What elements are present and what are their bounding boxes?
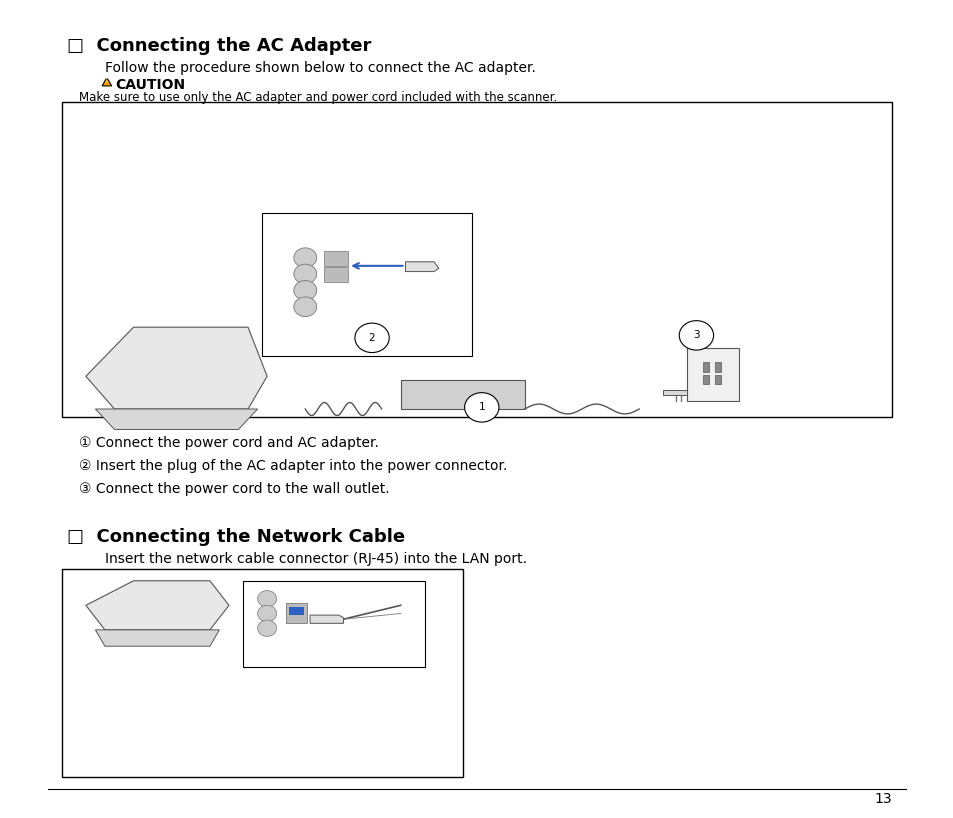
Text: Follow the procedure shown below to connect the AC adapter.: Follow the procedure shown below to conn… [105,61,536,75]
Text: □  Connecting the AC Adapter: □ Connecting the AC Adapter [67,37,371,55]
Circle shape [294,281,316,300]
Text: ① Connect the power cord and AC adapter.: ① Connect the power cord and AC adapter. [79,436,378,450]
Bar [62,102,891,417]
Bar [715,375,720,384]
Bar [243,581,424,667]
Text: CAUTION: CAUTION [115,78,186,92]
Text: □  Connecting the Network Cable: □ Connecting the Network Cable [67,528,404,546]
Text: ② Insert the plug of the AC adapter into the power connector.: ② Insert the plug of the AC adapter into… [79,459,507,473]
Bar [286,603,307,623]
Bar [262,213,472,356]
Polygon shape [405,262,438,272]
Bar [289,607,304,615]
Polygon shape [310,615,343,623]
Bar [702,375,708,384]
Circle shape [294,297,316,317]
Text: ③ Connect the power cord to the wall outlet.: ③ Connect the power cord to the wall out… [79,482,390,496]
Text: 2: 2 [369,333,375,343]
Polygon shape [86,581,229,630]
Polygon shape [102,78,112,86]
Polygon shape [95,630,219,646]
Circle shape [464,393,498,422]
Text: 3: 3 [693,330,699,340]
Circle shape [294,248,316,267]
Circle shape [294,264,316,284]
Circle shape [257,620,276,636]
Polygon shape [400,380,524,409]
Text: 1: 1 [478,402,484,412]
Circle shape [355,323,389,353]
Text: Insert the network cable connector (RJ-45) into the LAN port.: Insert the network cable connector (RJ-4… [105,552,526,566]
Circle shape [679,321,713,350]
Text: Make sure to use only the AC adapter and power cord included with the scanner.: Make sure to use only the AC adapter and… [79,91,557,104]
Polygon shape [662,390,686,395]
Bar [686,348,739,401]
Bar [702,362,708,372]
Circle shape [257,605,276,622]
Polygon shape [86,327,267,409]
Bar [62,569,462,777]
Bar [324,251,348,266]
Bar [715,362,720,372]
Bar [324,267,348,282]
Circle shape [257,591,276,607]
Text: 13: 13 [874,792,891,806]
Polygon shape [95,409,257,429]
Text: !: ! [105,75,109,84]
